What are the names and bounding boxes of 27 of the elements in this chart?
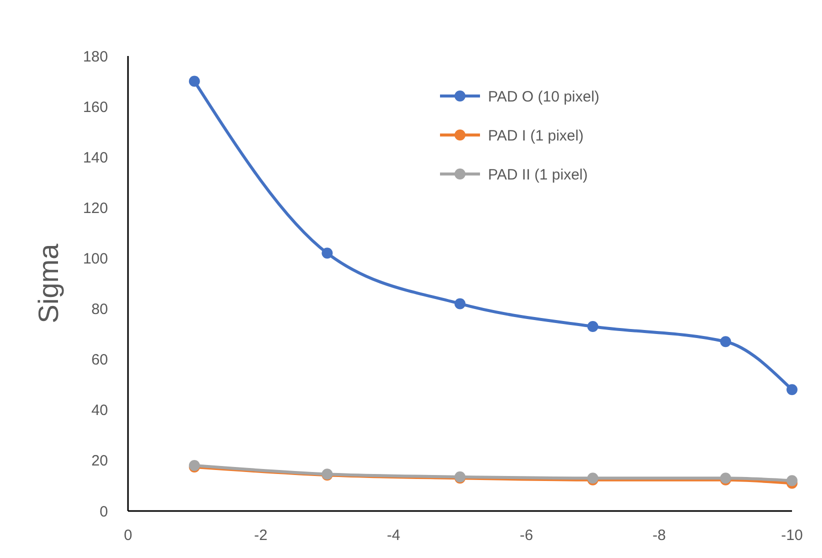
point (587, 320, 598, 332)
point (188, 76, 200, 87)
y-tick-label: 100 (82, 250, 108, 268)
y-tick-label: 0 (100, 503, 108, 520)
legend-label: PAD I (1 pixel) (488, 127, 584, 144)
y-tick-label: 140 (82, 149, 108, 166)
x-tick-label: -10 (781, 527, 803, 544)
y-tick-label: 60 (91, 352, 108, 369)
legend-label: PAD II (1 pixel) (488, 166, 588, 184)
x-tick-label: -8 (652, 527, 666, 544)
point (322, 248, 333, 259)
point (720, 336, 732, 348)
y-tick-label: 80 (91, 301, 108, 318)
x-tick-label: -6 (520, 527, 534, 544)
x-tick-label: 0 (124, 527, 132, 544)
y-tick-label: 20 (91, 452, 108, 470)
point (786, 384, 798, 396)
y-axis-title: Sigma (33, 243, 64, 324)
x-tick-label: -2 (254, 527, 268, 544)
y-tick-label: 120 (82, 200, 108, 217)
x-tick-label: -4 (386, 527, 400, 544)
point (454, 298, 466, 310)
y-tick-label: 160 (82, 98, 108, 116)
y-tick-label: 180 (82, 48, 108, 66)
y-tick-label: 40 (91, 402, 108, 420)
legend-label: PAD O (10 pixel) (488, 88, 600, 106)
point (786, 475, 798, 486)
